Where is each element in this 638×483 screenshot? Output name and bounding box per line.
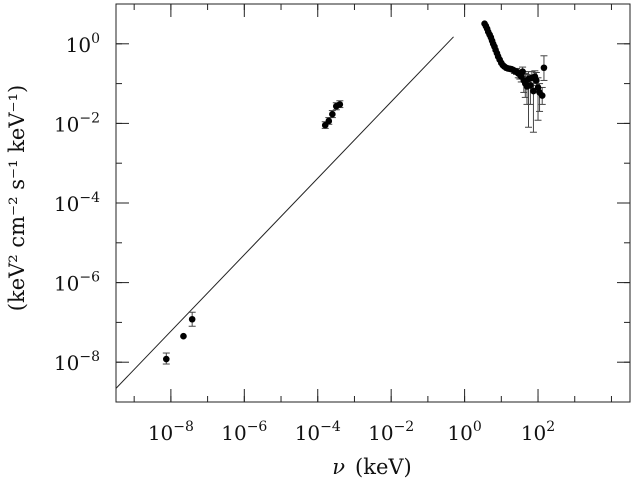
data-point <box>162 355 170 363</box>
x-tick-base: 10 <box>221 421 246 445</box>
y-tick-base: 10 <box>54 351 79 375</box>
y-tick-base: 10 <box>54 112 79 136</box>
x-axis-title: ν (keV) <box>332 455 412 479</box>
x-tick-exponent: −2 <box>394 419 415 435</box>
x-tick-label: 100 <box>447 419 481 445</box>
y-tick-exponent: −6 <box>79 270 100 286</box>
y-tick-exponent: −2 <box>79 110 100 126</box>
x-tick-base: 10 <box>295 421 320 445</box>
y-tick-label: 10−8 <box>54 349 100 375</box>
data-point <box>325 117 333 125</box>
y-axis-title: (keV² cm⁻² s⁻¹ keV⁻¹) <box>5 85 29 311</box>
x-tick-label: 102 <box>521 419 555 445</box>
x-tick-label: 10−4 <box>295 419 341 445</box>
data-points <box>162 20 548 363</box>
y-tick-label: 10−4 <box>54 190 100 216</box>
x-tick-label: 10−2 <box>368 419 414 445</box>
plot-border <box>115 3 631 403</box>
y-tick-base: 10 <box>54 192 79 216</box>
x-tick-exponent: 2 <box>546 419 555 435</box>
data-point <box>530 87 537 95</box>
model-line-group <box>115 36 454 389</box>
x-tick-label: 10−6 <box>221 419 267 445</box>
data-point <box>533 77 540 84</box>
x-tick-exponent: −6 <box>247 419 268 435</box>
x-tick-base: 10 <box>368 421 393 445</box>
x-tick-labels: 10−8 10−6 10−4 10−2 100 102 <box>148 419 555 445</box>
major-ticks <box>116 4 630 402</box>
x-tick-exponent: −8 <box>173 419 194 435</box>
data-point <box>180 332 187 340</box>
data-point <box>527 82 534 89</box>
y-tick-base: 10 <box>66 33 91 57</box>
data-point <box>534 84 542 91</box>
y-tick-label: 10−2 <box>54 110 100 136</box>
data-point <box>538 92 546 99</box>
x-axis-symbol: ν <box>332 455 345 479</box>
y-tick-label: 100 <box>66 31 100 57</box>
data-point <box>540 64 548 72</box>
x-axis-unit: (keV) <box>355 455 412 479</box>
x-tick-exponent: −4 <box>320 419 341 435</box>
data-point <box>336 101 344 108</box>
plot-frame <box>115 3 631 403</box>
error-bars <box>162 55 548 365</box>
x-tick-base: 10 <box>447 421 472 445</box>
x-tick-exponent: 0 <box>473 419 482 435</box>
data-point <box>519 68 526 75</box>
x-tick-label: 10−8 <box>148 419 194 445</box>
y-tick-exponent: 0 <box>91 31 100 47</box>
x-tick-base: 10 <box>148 421 173 445</box>
data-point <box>329 110 336 118</box>
minor-ticks <box>116 3 630 403</box>
data-point <box>188 315 196 323</box>
x-tick-base: 10 <box>521 421 546 445</box>
y-tick-label: 10−6 <box>54 270 100 296</box>
y-tick-exponent: −4 <box>79 190 100 206</box>
y-tick-base: 10 <box>54 272 79 296</box>
y-tick-exponent: −8 <box>79 349 100 365</box>
model-line <box>115 36 454 389</box>
